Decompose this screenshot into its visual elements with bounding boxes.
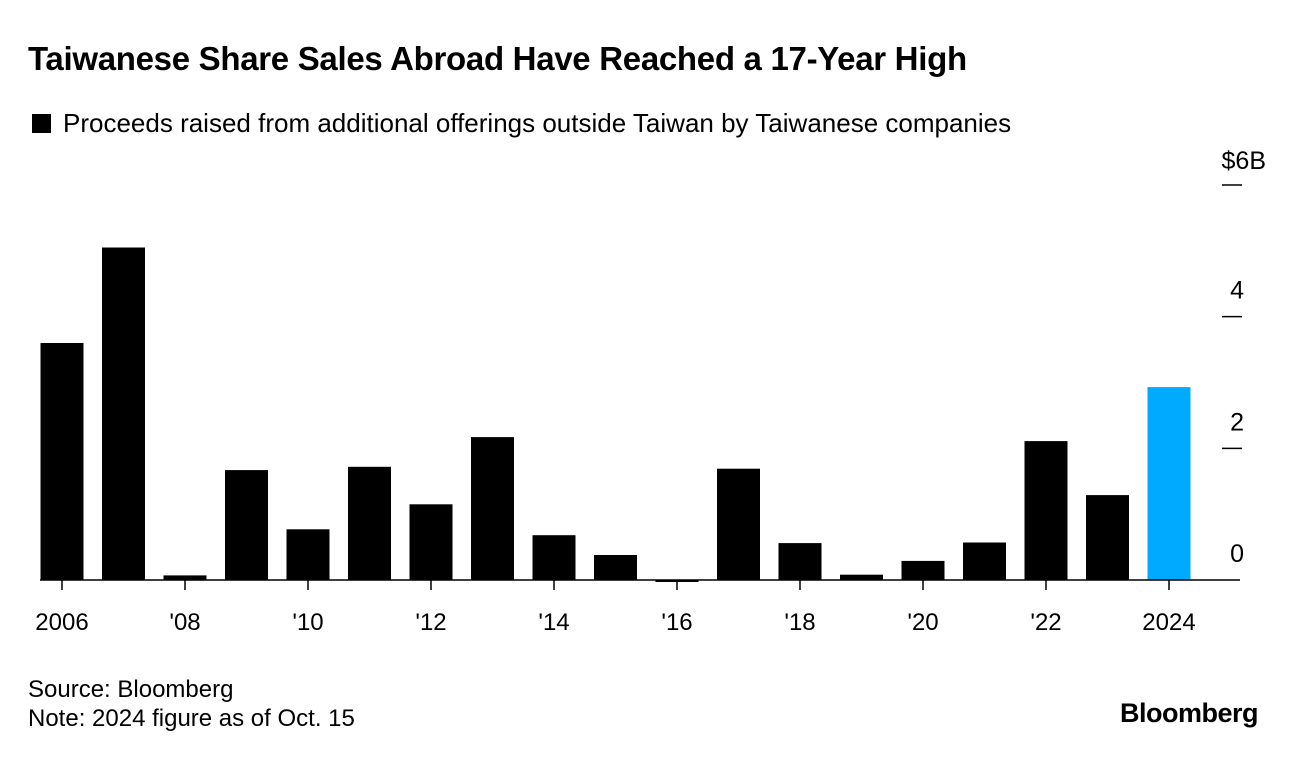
legend: Proceeds raised from additional offering…: [32, 106, 1011, 140]
x-tick-label: '16: [661, 609, 692, 636]
x-tick-label: '14: [538, 609, 569, 636]
source-note: Source: Bloomberg: [28, 676, 234, 703]
x-tick-label: '18: [784, 609, 815, 636]
x-tick-label: 2006: [35, 609, 88, 636]
x-tick-label: '12: [415, 609, 446, 636]
bar-2012: [409, 504, 453, 580]
bar-2014: [532, 535, 576, 580]
bar-2007: [102, 247, 145, 580]
bar-2019: [840, 574, 883, 580]
bar-2006: [40, 343, 84, 580]
x-tick-label: '22: [1030, 609, 1061, 636]
bar-2020: [901, 560, 945, 580]
bar-2023: [1086, 495, 1129, 580]
legend-swatch: [32, 113, 51, 133]
bar-2021: [963, 542, 1006, 580]
bar-2013: [471, 437, 514, 580]
bar-2011: [348, 466, 391, 580]
bar-2017: [717, 468, 760, 580]
y-tick-label: 2: [1230, 408, 1244, 436]
bar-2024: [1147, 387, 1191, 580]
legend-label: Proceeds raised from additional offering…: [63, 107, 1012, 138]
bar-2010: [286, 529, 330, 580]
bar-2008: [163, 575, 207, 580]
y-tick-label: 0: [1230, 540, 1244, 568]
bar-2018: [778, 543, 822, 580]
x-tick-label: 2024: [1142, 609, 1195, 636]
footnote: Note: 2024 figure as of Oct. 15: [28, 705, 355, 732]
y-tick-label: 4: [1230, 277, 1244, 305]
bar-2022: [1024, 441, 1068, 580]
bar-2009: [225, 470, 268, 580]
bloomberg-logo: Bloomberg: [1119, 698, 1259, 728]
x-tick-label: '20: [907, 609, 938, 636]
x-tick-label: '10: [292, 609, 323, 636]
x-tick-label: '08: [169, 609, 200, 636]
chart-title: Taiwanese Share Sales Abroad Have Reache…: [28, 40, 967, 77]
y-tick-label: $6B: [1222, 147, 1266, 175]
bar-2015: [594, 555, 637, 580]
